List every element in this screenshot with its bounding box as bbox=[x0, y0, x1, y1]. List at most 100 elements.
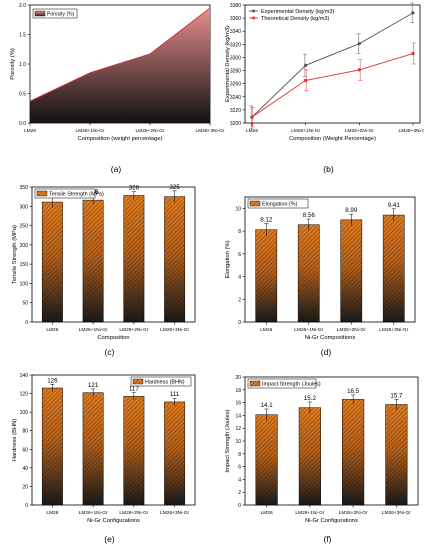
y-tick-label: 60 bbox=[22, 447, 28, 453]
data-point bbox=[250, 115, 254, 119]
x-tick-label: LM26 bbox=[246, 128, 258, 134]
chart-c: 0 50 100 150 200 250 300 350 LM26 LM26+1Ni-Gr LM26… bbox=[12, 184, 196, 357]
y-tick-label: 4 bbox=[238, 477, 241, 483]
panel-caption: (c) bbox=[105, 347, 115, 357]
y-tick-label: 200 bbox=[20, 243, 29, 249]
x-tick-label: LM26 bbox=[46, 510, 58, 516]
x-axis-title: Composition bbox=[97, 335, 129, 341]
legend-swatch-hatch bbox=[250, 201, 260, 206]
bar-hatch bbox=[164, 401, 185, 505]
y-tick-label: 40 bbox=[22, 466, 28, 472]
legend-box bbox=[34, 188, 96, 199]
bar-value-label: 15.7 bbox=[390, 392, 403, 399]
x-tick-label: LM26+1Ni-Gr bbox=[79, 327, 108, 333]
data-point bbox=[304, 63, 308, 67]
y-tick-label: 20 bbox=[22, 484, 28, 490]
y-tick-label: 8 bbox=[238, 229, 241, 235]
legend-box bbox=[247, 378, 317, 389]
bar-hatch bbox=[385, 404, 408, 505]
x-tick-label: LM26+3Ni-Gr bbox=[399, 128, 424, 134]
y-tick-label: 0 bbox=[25, 320, 28, 326]
bar-hatch bbox=[82, 200, 104, 322]
y-axis-title: Porosity (%) bbox=[10, 48, 16, 80]
plot-frame bbox=[31, 374, 196, 506]
x-axis-title: Ni-Gr Compositions bbox=[305, 335, 356, 341]
x-tick-label: LM26+2Ni-Gr bbox=[337, 327, 366, 333]
legend-label: Elongation (%) bbox=[262, 202, 298, 208]
y-tick-label: 3340 bbox=[230, 29, 241, 35]
legend-box bbox=[32, 8, 78, 19]
bar-hatch bbox=[82, 392, 104, 505]
x-tick-label: LM26 bbox=[24, 128, 36, 134]
legend-swatch-hatch bbox=[250, 381, 260, 386]
bar-hatch bbox=[299, 407, 321, 505]
legend-swatch-hatch bbox=[37, 191, 47, 196]
y-tick-label: 10 bbox=[235, 439, 241, 445]
data-point bbox=[411, 51, 415, 56]
panel-caption: (d) bbox=[321, 347, 332, 357]
y-axis-title: Impact Strength (Joules) bbox=[225, 409, 231, 472]
y-tick-label: 100 bbox=[20, 410, 29, 416]
x-tick-label: LM26+2Ni-Gr bbox=[119, 510, 148, 516]
x-tick-label: LM26+3Ni-Gr bbox=[196, 128, 225, 134]
y-tick-label: 3300 bbox=[230, 55, 241, 61]
bar-value-label: 14.1 bbox=[261, 402, 274, 409]
panel-caption: (a) bbox=[111, 164, 122, 174]
y-tick-label: 3360 bbox=[230, 16, 241, 22]
panel-caption: (b) bbox=[323, 164, 334, 174]
bar-value-label: 111 bbox=[170, 391, 180, 398]
legend-label: Theoretical Density (kg/m3) bbox=[261, 16, 330, 22]
panel-caption: (f) bbox=[323, 534, 331, 544]
y-tick-label: 3220 bbox=[230, 108, 241, 114]
legend-label: Impact Strength (Joules) bbox=[262, 382, 321, 388]
y-axis-title: Tensile Strength (MPa) bbox=[12, 225, 18, 284]
data-point bbox=[304, 78, 308, 82]
data-point bbox=[357, 68, 361, 72]
x-axis-title: Ni-Gr Configurations bbox=[87, 518, 140, 524]
bar-value-label: 8.99 bbox=[345, 207, 358, 214]
legend-swatch-hatch bbox=[133, 379, 143, 384]
y-tick-label: 3200 bbox=[230, 121, 241, 127]
y-axis-title: Elongation (%) bbox=[225, 240, 231, 278]
y-tick-label: 3260 bbox=[230, 82, 241, 88]
bar-hatch bbox=[383, 215, 405, 322]
legend-marker bbox=[252, 9, 255, 13]
y-tick-label: 20 bbox=[235, 375, 241, 381]
bar-hatch bbox=[255, 229, 277, 322]
y-tick-label: 3280 bbox=[230, 69, 241, 75]
x-tick-label: LM26+3Ni-Gr bbox=[160, 327, 189, 333]
porosity-line bbox=[29, 7, 211, 102]
bar-hatch bbox=[340, 219, 362, 322]
series-line-0 bbox=[251, 12, 414, 118]
bar-hatch bbox=[298, 224, 320, 322]
x-tick-label: LM26+1Ni-Gr bbox=[291, 128, 320, 134]
legend-label: Experimental Density (kg/m3) bbox=[261, 9, 335, 15]
y-axis-title: Experimental Density (kg/m3) bbox=[225, 26, 231, 102]
plot-frame bbox=[31, 186, 196, 323]
x-tick-label: LM26+3Ni-Gr bbox=[160, 510, 189, 516]
y-tick-label: 150 bbox=[20, 262, 29, 268]
bar-value-label: 8.56 bbox=[303, 212, 316, 219]
y-tick-label: 0 bbox=[238, 320, 241, 326]
bar-value-label: 325 bbox=[169, 184, 180, 191]
y-tick-label: 3240 bbox=[230, 95, 241, 101]
legend-label: Hardness (BHN) bbox=[145, 380, 185, 386]
y-tick-label: 0.5 bbox=[19, 92, 26, 98]
data-point bbox=[411, 11, 415, 15]
bar-hatch bbox=[255, 414, 278, 505]
legend-marker bbox=[252, 16, 255, 20]
x-axis-title: Composition (Weight Percentage) bbox=[289, 136, 376, 142]
y-axis-title: Hardness (BHN) bbox=[12, 419, 18, 462]
bar-hatch bbox=[342, 399, 364, 505]
x-tick-label: LM26+3Ni-Gr bbox=[382, 510, 411, 516]
chart-b: 3200 3220 3240 3260 3280 3300 3320 3340 3360 3380… bbox=[225, 2, 424, 174]
y-tick-label: 2 bbox=[238, 297, 241, 303]
y-tick-label: 300 bbox=[20, 204, 29, 210]
chart-f: 0 2 4 6 8 10 12 14 16 18 20 LM26 LM26+1Ni-Gr LM26+2Ni… bbox=[225, 375, 419, 544]
x-tick-label: LM26 bbox=[260, 327, 272, 333]
bar-value-label: 9.41 bbox=[388, 202, 401, 209]
y-tick-label: 4 bbox=[238, 275, 241, 281]
x-tick-label: LM26+2Ni-Gr bbox=[119, 327, 148, 333]
x-axis-title: Composition (weight percentage) bbox=[77, 136, 162, 142]
bar-hatch bbox=[123, 195, 145, 322]
